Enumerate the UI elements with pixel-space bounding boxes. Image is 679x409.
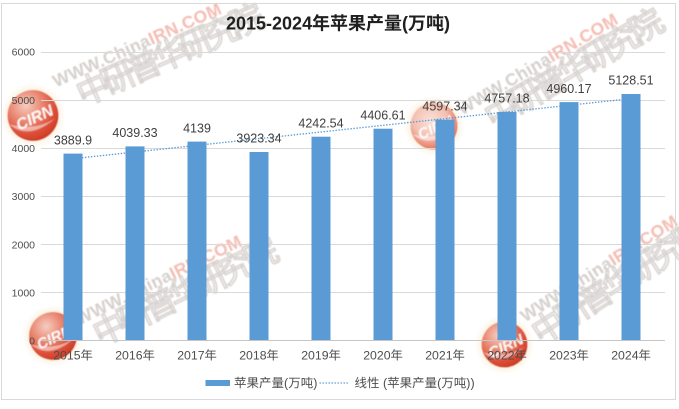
svg-text:4139: 4139 xyxy=(183,121,211,135)
svg-text:(: ( xyxy=(380,376,388,390)
svg-text:(: ( xyxy=(437,376,442,390)
svg-text:5000: 5000 xyxy=(12,95,36,107)
svg-text:1000: 1000 xyxy=(12,288,36,300)
svg-text:(: ( xyxy=(284,376,289,390)
svg-text:2022: 2022 xyxy=(487,349,515,363)
svg-text:3923.34: 3923.34 xyxy=(236,132,281,146)
svg-text:5128.51: 5128.51 xyxy=(608,74,653,88)
svg-text:2015: 2015 xyxy=(53,349,81,363)
svg-text:2020: 2020 xyxy=(363,349,391,363)
svg-text:2023: 2023 xyxy=(549,349,577,363)
svg-text:2000: 2000 xyxy=(12,239,36,251)
svg-text:2018: 2018 xyxy=(239,349,267,363)
svg-text:4000: 4000 xyxy=(12,143,36,155)
svg-text:6000: 6000 xyxy=(12,47,36,59)
svg-text:(: ( xyxy=(402,14,408,34)
svg-text:)): )) xyxy=(466,376,474,390)
svg-text:4597.34: 4597.34 xyxy=(422,99,467,113)
svg-text:4242.54: 4242.54 xyxy=(298,116,343,130)
svg-text:): ) xyxy=(444,14,450,34)
svg-text:4757.18: 4757.18 xyxy=(484,92,529,106)
svg-text:2015-2024: 2015-2024 xyxy=(226,14,312,34)
svg-text:2019: 2019 xyxy=(301,349,329,363)
svg-text:2016: 2016 xyxy=(115,349,143,363)
svg-text:3889.9: 3889.9 xyxy=(54,133,92,147)
svg-text:2021: 2021 xyxy=(425,349,453,363)
svg-text:2017: 2017 xyxy=(177,349,205,363)
svg-text:0: 0 xyxy=(29,336,35,348)
svg-text:2024: 2024 xyxy=(611,349,639,363)
svg-text:4406.61: 4406.61 xyxy=(360,108,405,122)
svg-text:4039.33: 4039.33 xyxy=(112,126,157,140)
svg-text:3000: 3000 xyxy=(12,191,36,203)
svg-text:): ) xyxy=(313,376,317,390)
svg-text:4960.17: 4960.17 xyxy=(546,82,591,96)
